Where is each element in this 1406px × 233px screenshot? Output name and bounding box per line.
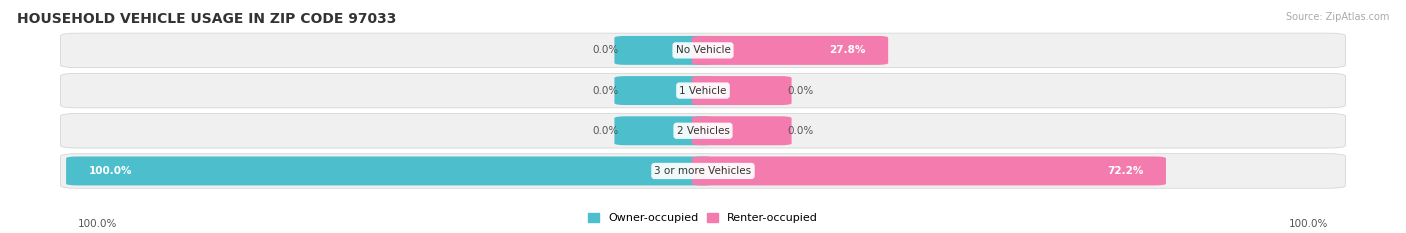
Text: 100.0%: 100.0% — [89, 166, 132, 176]
Text: 2 Vehicles: 2 Vehicles — [676, 126, 730, 136]
FancyBboxPatch shape — [614, 36, 714, 65]
Legend: Owner-occupied, Renter-occupied: Owner-occupied, Renter-occupied — [583, 208, 823, 227]
Text: 0.0%: 0.0% — [787, 126, 814, 136]
FancyBboxPatch shape — [692, 157, 1166, 185]
FancyBboxPatch shape — [60, 73, 1346, 108]
Text: 0.0%: 0.0% — [592, 86, 619, 96]
Text: 0.0%: 0.0% — [592, 45, 619, 55]
Text: No Vehicle: No Vehicle — [675, 45, 731, 55]
Text: 1 Vehicle: 1 Vehicle — [679, 86, 727, 96]
FancyBboxPatch shape — [614, 76, 714, 105]
FancyBboxPatch shape — [66, 157, 714, 185]
FancyBboxPatch shape — [692, 76, 792, 105]
Text: HOUSEHOLD VEHICLE USAGE IN ZIP CODE 97033: HOUSEHOLD VEHICLE USAGE IN ZIP CODE 9703… — [17, 12, 396, 26]
FancyBboxPatch shape — [692, 36, 889, 65]
FancyBboxPatch shape — [60, 113, 1346, 148]
Text: Source: ZipAtlas.com: Source: ZipAtlas.com — [1285, 12, 1389, 22]
FancyBboxPatch shape — [60, 154, 1346, 188]
Text: 100.0%: 100.0% — [77, 219, 117, 229]
Text: 0.0%: 0.0% — [787, 86, 814, 96]
FancyBboxPatch shape — [614, 116, 714, 145]
Text: 72.2%: 72.2% — [1107, 166, 1143, 176]
FancyBboxPatch shape — [692, 116, 792, 145]
Text: 0.0%: 0.0% — [592, 126, 619, 136]
Text: 27.8%: 27.8% — [830, 45, 866, 55]
Text: 3 or more Vehicles: 3 or more Vehicles — [654, 166, 752, 176]
Text: 100.0%: 100.0% — [1289, 219, 1329, 229]
FancyBboxPatch shape — [60, 33, 1346, 68]
